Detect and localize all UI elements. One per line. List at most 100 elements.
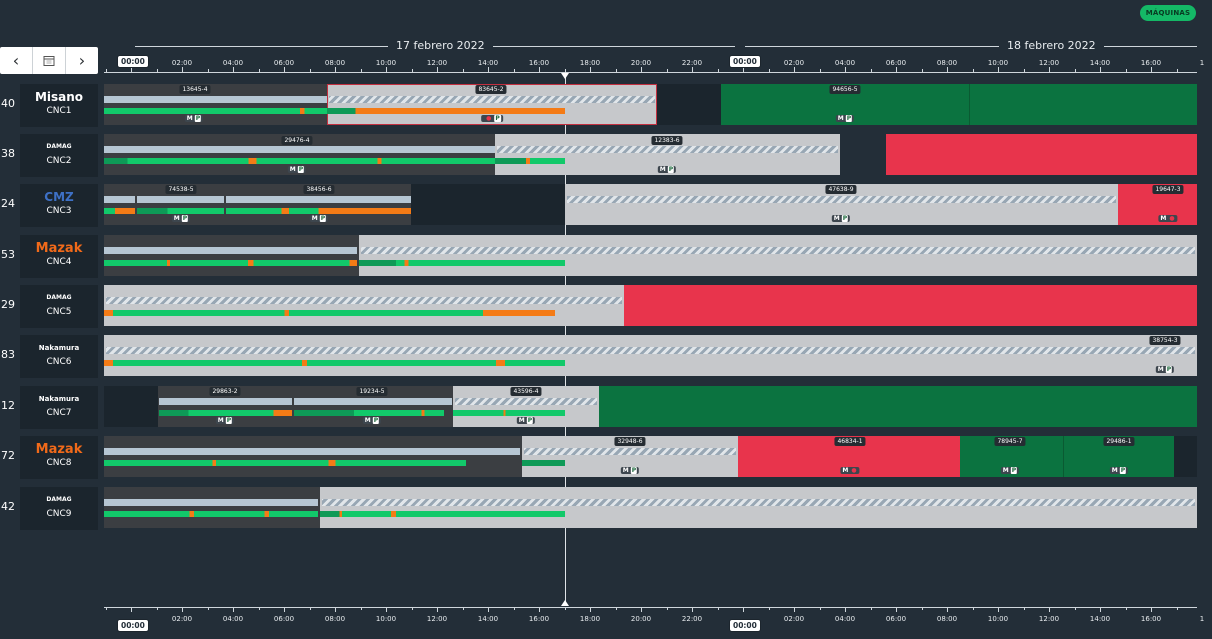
machine-label[interactable]: DAMAG CNC9	[20, 487, 98, 530]
axis-tick	[921, 607, 923, 610]
order-block[interactable]	[104, 235, 359, 276]
hour-label: 16:00	[1140, 615, 1162, 623]
machine-number: 29	[1, 298, 15, 311]
hour-label: 06:00	[885, 615, 907, 623]
divider	[969, 84, 970, 125]
brand-logo: DAMAG	[46, 496, 72, 503]
progress-bar	[104, 96, 327, 103]
axis-tick	[717, 607, 719, 610]
axis-tick	[615, 69, 617, 72]
order-block[interactable]	[104, 436, 522, 477]
machine-label[interactable]: DAMAG CNC5	[20, 285, 98, 328]
axis-tick	[641, 67, 642, 72]
order-block[interactable]	[104, 184, 136, 225]
axis-tick	[590, 607, 591, 612]
axis-tick	[1100, 607, 1101, 612]
axis-tick	[1023, 69, 1025, 72]
axis-tick	[411, 607, 413, 610]
state-strip	[104, 511, 318, 517]
order-tag: 74538-5	[165, 185, 197, 194]
order-block[interactable]	[599, 386, 1197, 427]
progress-bar	[106, 297, 622, 304]
axis-tick	[743, 67, 744, 72]
axis-tick	[768, 69, 770, 72]
order-block[interactable]	[359, 235, 1197, 276]
machine-label[interactable]: Mazak CNC8	[20, 436, 98, 479]
order-block[interactable]	[721, 84, 1197, 125]
order-tag: 43596-4	[510, 387, 542, 396]
order-block[interactable]	[104, 285, 624, 326]
axis-tick	[105, 69, 107, 72]
axis-tick	[947, 67, 948, 72]
stopped-block[interactable]	[624, 285, 1197, 326]
order-block[interactable]	[104, 487, 320, 528]
machine-label[interactable]: CMZ CNC3	[20, 184, 98, 227]
axis-tick	[794, 607, 795, 612]
machine-label[interactable]: Nakamura CNC6	[20, 335, 98, 378]
brand-logo: Nakamura	[38, 395, 80, 403]
axis-tick	[437, 607, 438, 612]
mp-badge: M ●	[840, 467, 860, 474]
machine-number: 53	[1, 248, 15, 261]
progress-bar	[137, 196, 224, 203]
hour-label: 22:00	[681, 59, 703, 67]
brand-logo: Mazak	[35, 241, 83, 256]
idle-block	[657, 84, 721, 125]
hour-label: 06:00	[273, 59, 295, 67]
axis-tick	[717, 69, 719, 72]
axis-tick	[641, 607, 642, 612]
hour-label: 1	[1199, 615, 1205, 623]
state-strip	[495, 158, 565, 164]
machine-row[interactable]: 42 DAMAG CNC9	[0, 487, 1212, 530]
axis-tick	[284, 607, 285, 612]
hour-label: 18:00	[579, 615, 601, 623]
progress-bar	[104, 247, 357, 254]
machine-label[interactable]: Misano CNC1	[20, 84, 98, 127]
axis-tick	[768, 607, 770, 610]
axis-tick	[488, 607, 489, 612]
machine-label[interactable]: Mazak CNC4	[20, 235, 98, 278]
brand-logo: CMZ	[44, 190, 74, 204]
axis-tick	[1176, 607, 1178, 610]
axis-tick	[411, 69, 413, 72]
axis-tick	[692, 67, 693, 72]
machine-label[interactable]: Nakamura CNC7	[20, 386, 98, 429]
machine-name: CNC5	[46, 307, 72, 317]
prev-button[interactable]: ‹	[0, 47, 33, 74]
mp-badge: ● P	[481, 115, 503, 122]
stopped-block[interactable]	[886, 134, 1197, 175]
machine-label[interactable]: DAMAG CNC2	[20, 134, 98, 177]
axis-tick	[666, 69, 668, 72]
machine-row[interactable]: 29 DAMAG CNC5	[0, 285, 1212, 328]
mp-badge: M ●	[1158, 215, 1178, 222]
axis-tick	[1125, 69, 1127, 72]
progress-bar	[455, 398, 597, 405]
state-strip	[159, 410, 292, 416]
date-label-day1: 17 febrero 2022	[388, 39, 493, 52]
axis-tick	[386, 67, 387, 72]
axis-tick	[1100, 67, 1101, 72]
calendar-button[interactable]	[33, 47, 66, 74]
axis-tick	[998, 607, 999, 612]
axis-tick	[335, 607, 336, 612]
machine-row[interactable]: 53 Mazak CNC4	[0, 235, 1212, 278]
order-block[interactable]	[104, 84, 327, 125]
next-button[interactable]: ›	[78, 51, 86, 70]
idle-block	[104, 386, 158, 427]
axis-tick	[105, 607, 107, 610]
order-block[interactable]	[104, 335, 1197, 376]
machines-button[interactable]: MÁQUINAS	[1140, 5, 1196, 21]
hour-label: 04:00	[834, 59, 856, 67]
axis-tick	[1125, 607, 1127, 610]
order-block[interactable]	[320, 487, 1197, 528]
